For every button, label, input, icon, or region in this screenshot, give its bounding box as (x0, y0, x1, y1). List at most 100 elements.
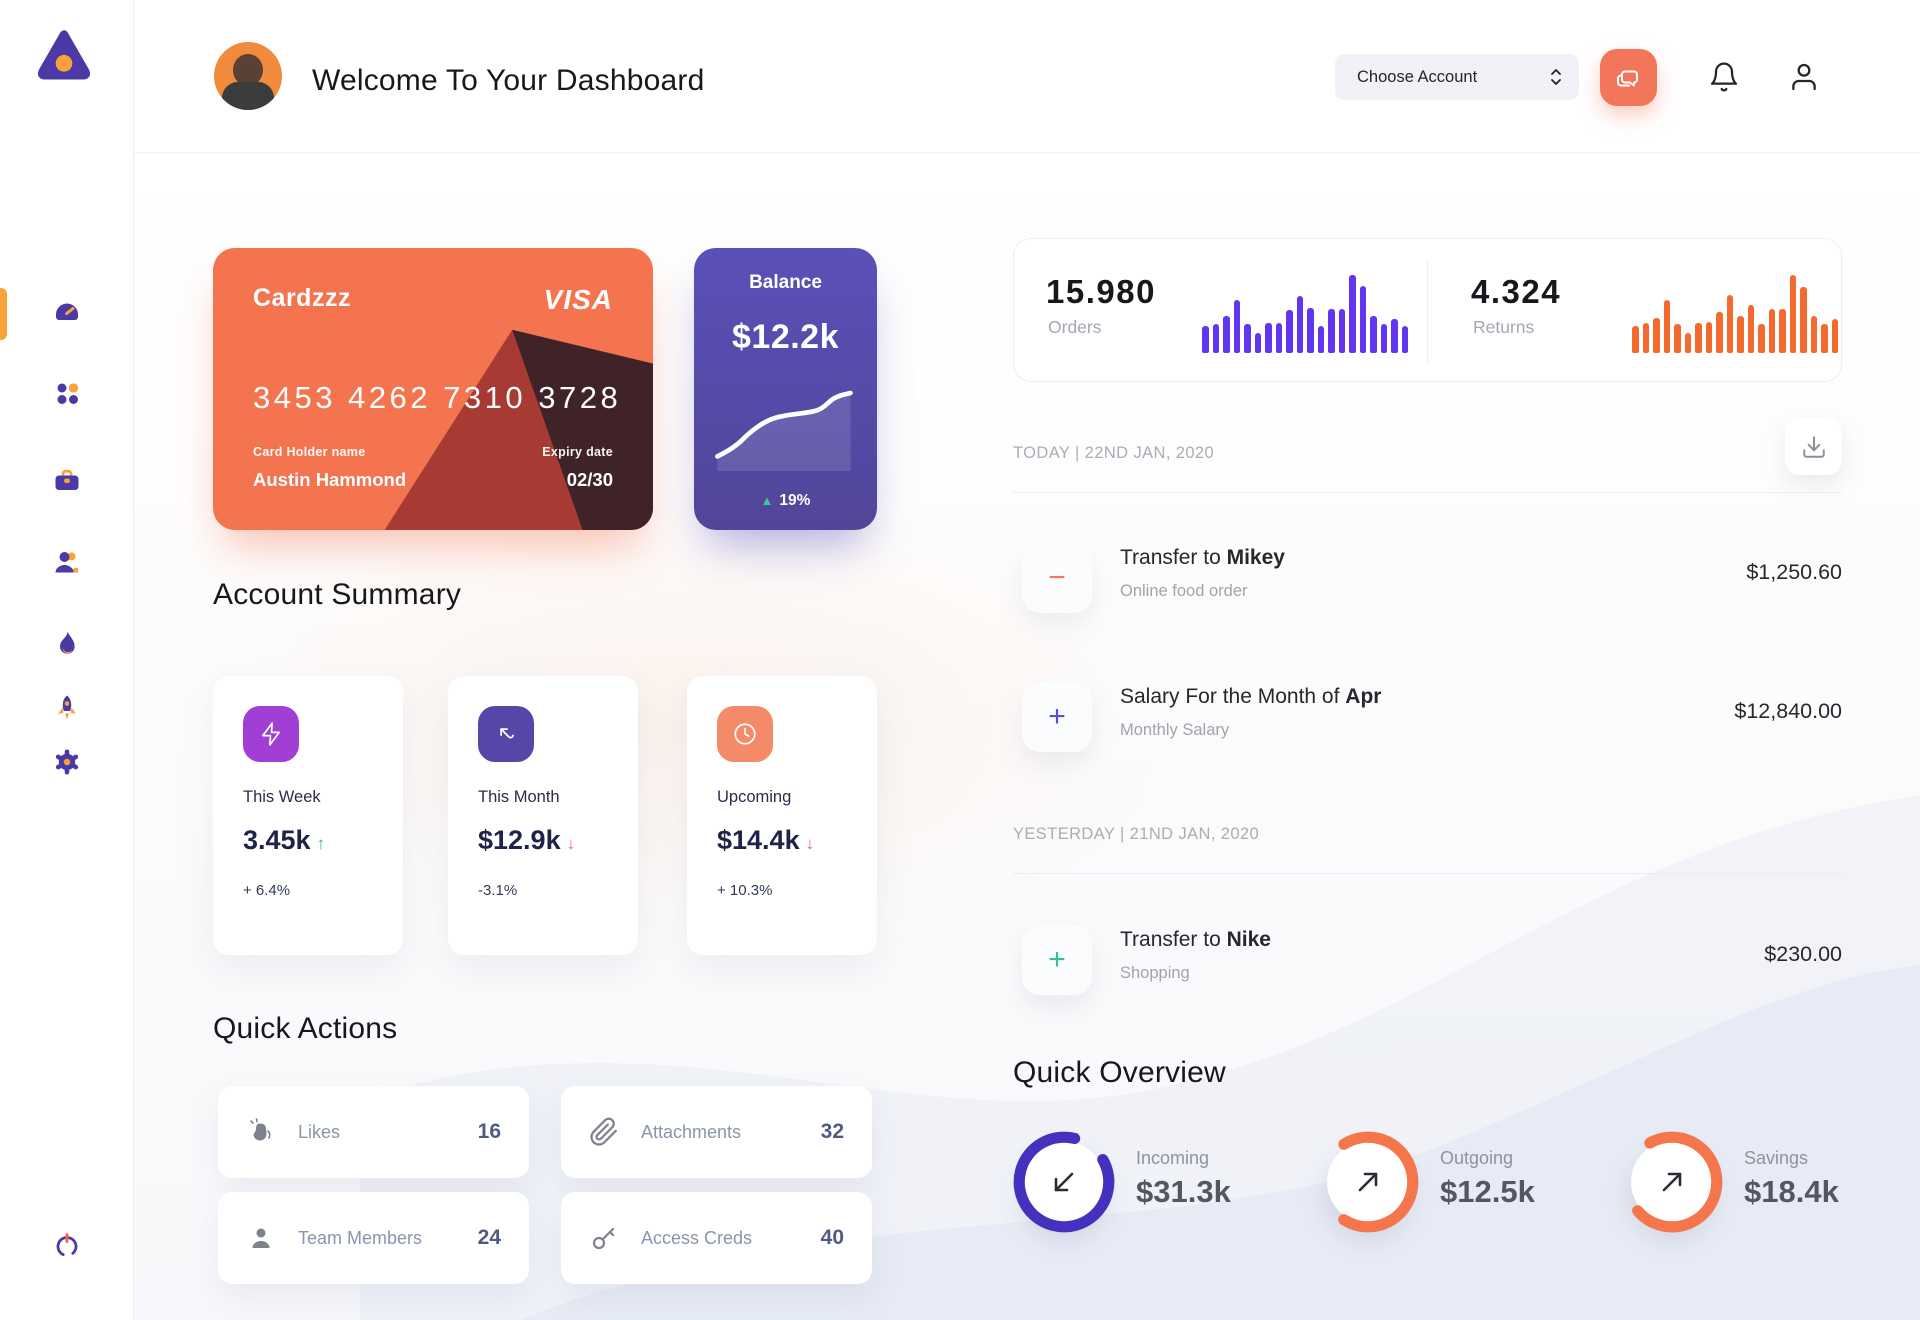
briefcase-icon (55, 469, 79, 490)
notifications-button[interactable] (1708, 61, 1742, 95)
summary-card-this-month: This Month $12.9k ↓ -3.1% (448, 676, 638, 955)
overview-label: Savings (1744, 1148, 1809, 1168)
quick-action-count: 24 (477, 1226, 501, 1249)
chevron-up-down-icon (1551, 69, 1561, 85)
orders-returns-card: 15.980 Orders 4.324 Returns (1013, 238, 1842, 382)
quick-action-label: Team Members (298, 1227, 423, 1248)
quick-action-label: Likes (298, 1121, 341, 1142)
transactions-date-today: TODAY | 22ND JAN, 2020 (1013, 444, 1215, 462)
messages-button[interactable] (1600, 49, 1657, 106)
transaction-amount: $1,250.60 (1746, 560, 1842, 584)
transaction-subtitle: Monthly Salary (1120, 721, 1230, 739)
transaction-title: Transfer to Nike (1120, 928, 1271, 951)
sidebar-item-trending[interactable] (52, 628, 82, 658)
bell-icon (1710, 62, 1738, 92)
plus-icon: + (1022, 925, 1092, 995)
card-holder-label: Card Holder name (253, 445, 366, 459)
quick-action-attachments[interactable]: Attachments 32 (561, 1086, 872, 1178)
transaction-row[interactable]: + Salary For the Month of Apr Monthly Sa… (1013, 677, 1842, 757)
overview-value: $18.4k (1744, 1174, 1839, 1209)
profile-button[interactable] (1788, 61, 1822, 95)
account-selector[interactable]: Choose Account (1335, 54, 1579, 100)
download-button[interactable] (1785, 418, 1842, 475)
logo-triangle-icon (37, 30, 91, 80)
balance-value: $12.2k (732, 318, 839, 356)
card-number: 3453 4262 7310 3728 (253, 380, 622, 415)
page-title: Welcome To Your Dashboard (312, 64, 705, 97)
transaction-row[interactable]: − Transfer to Mikey Online food order $1… (1013, 538, 1842, 618)
sidebar-item-dashboard[interactable] (52, 298, 82, 328)
balance-line-chart (714, 390, 853, 471)
quick-action-label: Attachments (641, 1121, 742, 1142)
card-expiry-label: Expiry date (542, 445, 613, 459)
user-avatar[interactable] (214, 42, 282, 110)
summary-label: This Month (478, 788, 560, 806)
chat-bubbles-icon (1616, 70, 1638, 86)
orders-value: 15.980 (1046, 273, 1156, 310)
trend-down-icon: ↓ (805, 834, 815, 853)
overview-label: Outgoing (1440, 1148, 1514, 1168)
outgoing-progress-ring (1312, 1126, 1424, 1238)
orders-label: Orders (1048, 317, 1102, 337)
quick-action-likes[interactable]: Likes 16 (218, 1086, 529, 1178)
summary-label: Upcoming (717, 788, 792, 806)
clap-icon (250, 1118, 271, 1141)
transaction-amount: $230.00 (1764, 942, 1842, 966)
transaction-row[interactable]: + Transfer to Nike Shopping $230.00 (1013, 920, 1842, 1000)
logout-button[interactable] (52, 1230, 82, 1260)
overview-outgoing: Outgoing $12.5k (1312, 1126, 1602, 1246)
summary-percent: + 10.3% (717, 882, 773, 899)
app-logo (36, 28, 92, 85)
quick-action-access-creds[interactable]: Access Creds 40 (561, 1192, 872, 1284)
balance-change: ▲ 19% (760, 492, 811, 509)
quick-action-count: 32 (820, 1120, 844, 1143)
credit-card: Cardzzz VISA 3453 4262 7310 3728 Card Ho… (213, 248, 653, 530)
card-expiry-date: 02/30 (566, 469, 613, 490)
sidebar-item-portfolio[interactable] (52, 465, 82, 495)
transaction-amount: $12,840.00 (1734, 699, 1842, 723)
summary-value: $14.4k ↓ (717, 825, 815, 855)
download-icon (1802, 435, 1825, 458)
summary-percent: + 6.4% (243, 882, 291, 899)
plus-icon: + (1022, 682, 1092, 752)
returns-label: Returns (1473, 317, 1535, 337)
transaction-title: Salary For the Month of Apr (1120, 685, 1382, 708)
up-arrow-icon: ▲ (760, 493, 774, 508)
quick-action-label: Access Creds (641, 1227, 753, 1248)
trend-up-icon: ↑ (316, 834, 326, 853)
card-holder-name: Austin Hammond (253, 469, 407, 490)
lightning-icon (243, 706, 299, 762)
clock-icon (717, 706, 773, 762)
card-name: Cardzzz (253, 284, 351, 312)
arrow-up-right-icon (1358, 1172, 1378, 1192)
transactions-date-yesterday: YESTERDAY | 21ND JAN, 2020 (1013, 825, 1260, 843)
visa-logo: VISA (543, 284, 613, 315)
overview-label: Incoming (1136, 1148, 1210, 1168)
summary-card-this-week: This Week 3.45k ↑ + 6.4% (213, 676, 403, 955)
sidebar-item-launch[interactable] (52, 693, 82, 723)
returns-bar-chart (1632, 269, 1838, 353)
incoming-progress-ring (1008, 1126, 1120, 1238)
key-icon (592, 1227, 615, 1250)
sidebar-item-team[interactable] (52, 547, 82, 577)
arrow-down-left-icon (1054, 1172, 1074, 1192)
transaction-subtitle: Shopping (1120, 964, 1190, 982)
summary-value: $12.9k ↓ (478, 825, 576, 855)
users-icon (55, 552, 78, 573)
quick-overview-title: Quick Overview (1013, 1056, 1226, 1089)
apps-grid-icon (57, 383, 78, 404)
trend-down-icon: ↓ (566, 834, 576, 853)
balance-card: Balance $12.2k ▲ 19% (694, 248, 877, 530)
sidebar-item-apps[interactable] (52, 378, 82, 408)
rocket-icon (58, 695, 76, 720)
overview-savings: Savings $18.4k (1616, 1126, 1906, 1246)
quick-action-team-members[interactable]: Team Members 24 (218, 1192, 529, 1284)
summary-percent: -3.1% (478, 882, 518, 899)
overview-value: $12.5k (1440, 1174, 1535, 1209)
quick-action-count: 40 (820, 1226, 844, 1249)
account-selector-label: Choose Account (1357, 67, 1478, 86)
transaction-title: Transfer to Mikey (1120, 546, 1285, 569)
sidebar-item-settings[interactable] (52, 747, 82, 777)
summary-value: 3.45k ↑ (243, 825, 326, 855)
power-icon (56, 1233, 78, 1257)
